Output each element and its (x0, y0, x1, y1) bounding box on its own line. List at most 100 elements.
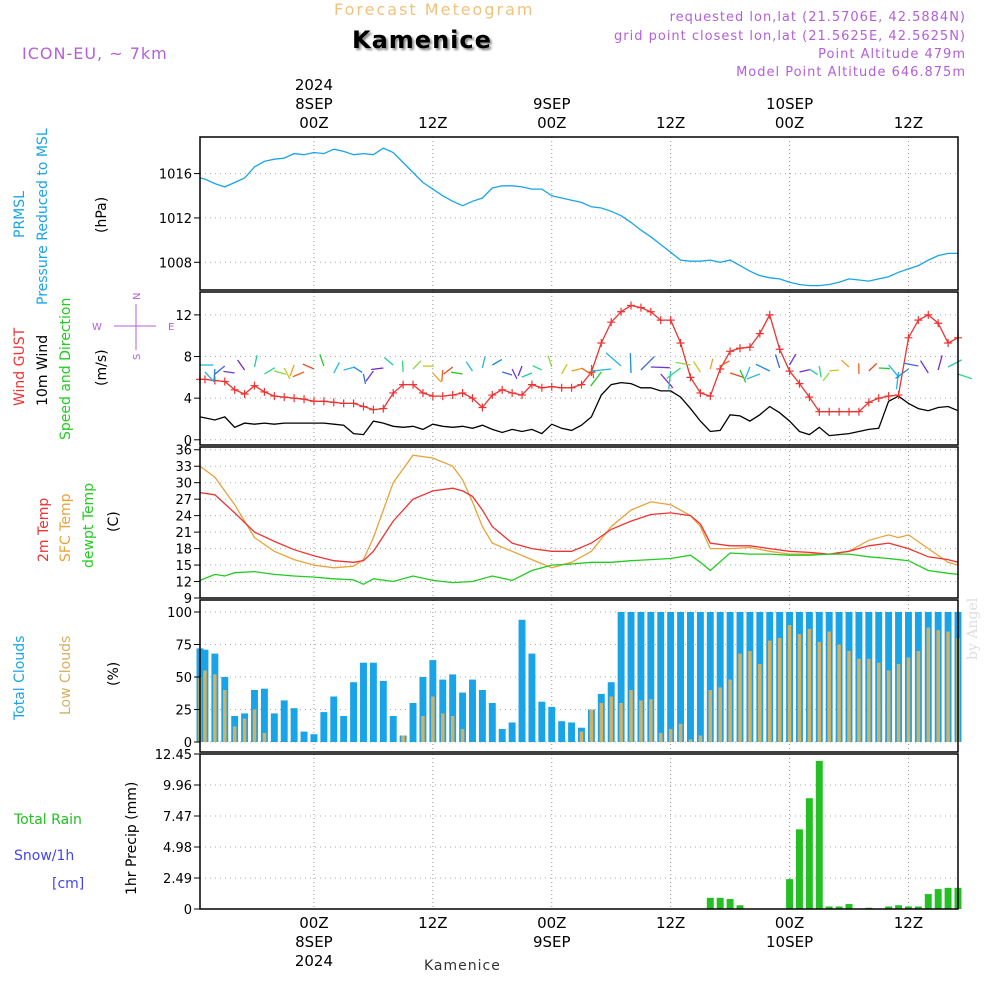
wind-arrow (481, 356, 486, 369)
wind-arrow (253, 355, 258, 368)
wind-arrow (799, 368, 810, 373)
low-cloud-bar (837, 644, 841, 742)
y-tick-label: 0 (184, 903, 192, 918)
total-cloud-bar (369, 662, 377, 742)
wind-arrow (213, 365, 226, 375)
wind-arrow (517, 365, 523, 377)
gust-point (924, 310, 933, 319)
total-cloud-bar (637, 612, 645, 742)
gust-point (736, 344, 745, 353)
low-cloud-bar (768, 640, 772, 742)
low-cloud-bar (450, 716, 455, 742)
wind-arrow (283, 367, 291, 380)
wind-arrow (719, 360, 730, 367)
temp-2m-label: 2m Temp (36, 498, 52, 562)
low-clouds-label: Low Clouds (58, 636, 74, 715)
gust-point (389, 388, 398, 397)
wind-arrow (237, 359, 246, 371)
rain-bar (845, 904, 853, 909)
total-cloud-bar (706, 612, 714, 742)
wind-arrow (443, 366, 454, 375)
total-cloud-bar (419, 677, 427, 742)
time-label-bottom: 00Z (299, 914, 328, 932)
total-cloud-bar (518, 619, 526, 742)
time-label-bottom: 12Z (418, 914, 447, 932)
low-cloud-bar (857, 658, 861, 742)
wind-arrow (895, 368, 909, 379)
gust-point (379, 404, 388, 413)
total-cloud-bar (379, 680, 387, 742)
gust-point (944, 339, 953, 347)
total-cloud-bar (498, 729, 506, 742)
y-tick-label: 1012 (159, 212, 192, 227)
wind-arrow (371, 367, 384, 371)
gust-point (696, 388, 705, 397)
time-label-bottom: 00Z (537, 914, 566, 932)
wind-arrow (302, 363, 315, 370)
y-tick-label: 30 (175, 477, 192, 492)
rain-bar (934, 889, 942, 909)
wind-arrow (840, 359, 850, 368)
y-tick-label: 18 (175, 543, 192, 558)
wind-arrow (412, 360, 422, 370)
total-cloud-bar (508, 722, 516, 742)
total-cloud-bar (538, 701, 546, 742)
wind-arrow (465, 361, 474, 372)
gust-point (785, 367, 794, 376)
total-cloud-bar (647, 612, 655, 742)
gust-point (329, 398, 338, 407)
low-cloud-bar (213, 674, 217, 742)
y-tick-label: 36 (175, 444, 192, 459)
gust-line (200, 304, 959, 413)
gust-point (518, 391, 527, 400)
low-cloud-bar (847, 651, 851, 742)
y-tick-label: 0 (184, 434, 192, 449)
wind-arrow (729, 372, 744, 378)
wind-arrow (809, 368, 819, 376)
y-tick-label: 27 (175, 493, 192, 508)
pressure-unit: (hPa) (94, 197, 110, 233)
wind-arrow (213, 368, 216, 382)
wind-arrow (605, 352, 622, 367)
low-cloud-bar (926, 627, 931, 742)
rain-bar (885, 906, 893, 909)
low-cloud-bar (460, 729, 465, 742)
wind-arrow (640, 356, 655, 371)
gust-point (300, 395, 309, 404)
gust-point (765, 310, 774, 319)
rain-bar (815, 760, 823, 909)
total-cloud-bar (478, 690, 486, 742)
wind-arrow (581, 367, 592, 375)
y-tick-label: 50 (175, 671, 192, 686)
low-cloud-bar (748, 651, 752, 742)
rain-bar (795, 829, 803, 909)
low-cloud-bar (252, 709, 257, 742)
rain-bar (736, 905, 744, 909)
gust-point (240, 390, 249, 398)
gust-point (686, 373, 695, 382)
gust-point (428, 392, 437, 401)
temp-sfc-label: SFC Temp (58, 493, 74, 562)
wind-arrow (650, 366, 670, 369)
temp-unit: (C) (106, 511, 122, 532)
total-cloud-bar (558, 721, 566, 742)
wind-unit: (m/s) (94, 349, 110, 386)
total-cloud-bar (459, 692, 467, 742)
compass-s: S (132, 354, 143, 360)
time-label-bottom: 2024 (295, 952, 333, 970)
compass-rose: N S W E (92, 293, 174, 360)
footer-station: Kamenice (424, 958, 501, 974)
low-cloud-bar (787, 625, 792, 742)
gust-point (825, 407, 834, 416)
gust-point (934, 319, 943, 328)
wind-arrow (353, 366, 363, 373)
wind-arrow (675, 361, 691, 366)
gust-point (319, 397, 328, 406)
total-cloud-bar (726, 612, 734, 742)
wind-arrow (383, 357, 394, 366)
wind-arrow (888, 364, 900, 378)
pressure-line (199, 147, 958, 287)
total-cloud-bar (716, 612, 724, 742)
gust-point (527, 380, 536, 389)
